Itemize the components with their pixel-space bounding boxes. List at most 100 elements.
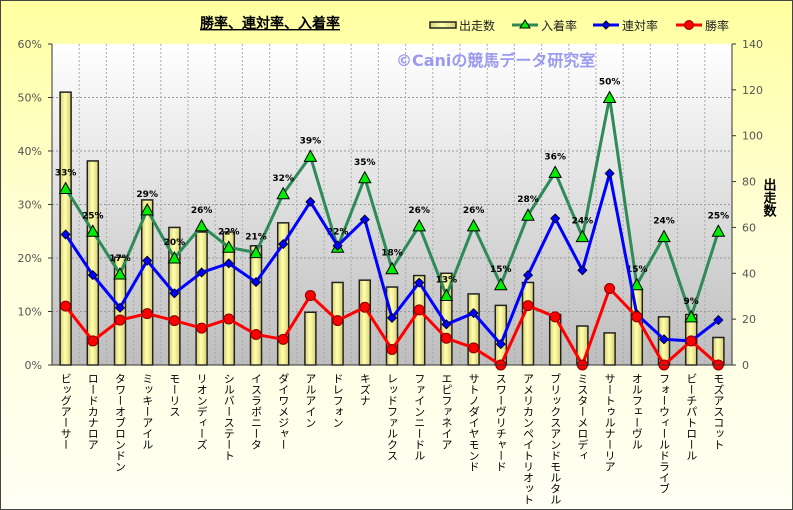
marker-入着率 [602, 90, 617, 103]
category-label: タワーオブロンドン [114, 373, 127, 472]
marker-入着率 [657, 229, 671, 243]
marker-連対率 [577, 265, 588, 276]
watermark: ©Caniの競馬データ研究室 [396, 51, 595, 70]
data-label-入着率: 35% [354, 158, 376, 168]
marker-連対率 [441, 319, 452, 330]
data-label-入着率: 50% [599, 78, 621, 88]
legend-swatch-出走数 [429, 21, 457, 29]
marker-勝率 [304, 289, 316, 301]
data-label-入着率: 17% [109, 254, 131, 264]
marker-勝率 [250, 329, 262, 341]
marker-勝率 [440, 332, 452, 344]
marker-入着率 [58, 181, 73, 194]
data-label-入着率: 24% [572, 217, 594, 227]
data-label-入着率: 29% [136, 190, 158, 200]
marker-入着率 [412, 218, 427, 232]
marker-入着率 [140, 202, 155, 216]
marker-勝率 [359, 301, 371, 313]
right-tick-label: 60 [742, 221, 756, 234]
marker-連対率 [550, 213, 561, 224]
left-tick-label: 0% [25, 359, 42, 372]
category-label: ファインニードル [413, 373, 426, 461]
marker-入着率 [194, 218, 209, 232]
marker-勝率 [522, 300, 534, 312]
category-label: ミスターメロディ [576, 373, 589, 461]
legend: 出走数 入着率 連対率 勝率 [429, 18, 729, 33]
category-label: アメリカンペイトリオット [522, 373, 535, 505]
category-label: エピファネイア [440, 373, 453, 450]
marker-入着率 [113, 267, 127, 280]
bar-出走数 [304, 311, 317, 366]
data-label-入着率: 13% [436, 275, 458, 285]
marker-連対率 [522, 270, 534, 281]
category-label: スワーヴリチャード [494, 373, 507, 472]
marker-勝率 [277, 333, 289, 345]
marker-勝率 [631, 311, 643, 323]
marker-勝率 [114, 314, 126, 326]
marker-入着率 [167, 250, 182, 264]
data-label-入着率: 36% [544, 152, 566, 162]
marker-連対率 [332, 240, 343, 251]
marker-連対率 [250, 277, 262, 288]
data-label-入着率: 26% [408, 206, 430, 216]
bar-出走数 [358, 279, 372, 366]
marker-勝率 [168, 315, 180, 327]
marker-入着率 [439, 288, 454, 301]
right-tick-label: 100 [742, 130, 763, 143]
marker-入着率 [521, 208, 535, 221]
marker-入着率 [249, 245, 263, 259]
bar-出走数 [140, 199, 154, 366]
marker-勝率 [468, 342, 480, 354]
data-label-入着率: 22% [218, 227, 240, 237]
right-tick-label: 140 [742, 38, 763, 51]
category-label: イスラボニータ [250, 373, 263, 450]
marker-連対率 [278, 239, 289, 250]
marker-勝率 [685, 335, 697, 347]
category-label: オルフェーヴル [630, 373, 643, 450]
marker-連対率 [658, 334, 670, 345]
data-label-入着率: 39% [300, 136, 322, 146]
marker-連対率 [169, 288, 180, 299]
category-label: レッドファルクス [386, 373, 399, 461]
marker-入着率 [548, 165, 563, 178]
left-tick-label: 20% [18, 252, 42, 265]
category-label: ビッグアーサー [59, 373, 72, 450]
marker-連対率 [196, 267, 207, 278]
bar-出走数 [521, 281, 535, 366]
bar-出走数 [59, 91, 72, 366]
marker-勝率 [604, 282, 616, 294]
bar-出走数 [603, 332, 616, 366]
marker-連対率 [114, 302, 126, 313]
data-label-入着率: 20% [164, 238, 186, 248]
chart-title: 勝率、連対率、入着率 [200, 15, 340, 32]
category-label: ビーチパトロール [685, 373, 698, 461]
category-label: ドレフォン [331, 373, 344, 428]
marker-連対率 [495, 339, 506, 350]
data-label-入着率: 26% [191, 206, 213, 216]
category-label: アルアイン [304, 373, 317, 428]
right-tick-label: 40 [742, 267, 756, 280]
marker-入着率 [711, 224, 726, 237]
left-tick-label: 40% [18, 145, 42, 158]
data-label-入着率: 26% [463, 206, 485, 216]
category-label: ブリックスアンドモルタル [549, 372, 562, 505]
marker-連対率 [386, 312, 398, 323]
data-label-入着率: 28% [517, 195, 539, 205]
marker-入着率 [466, 218, 481, 232]
marker-入着率 [493, 277, 508, 291]
data-label-入着率: 21% [245, 233, 267, 243]
marker-連対率 [87, 270, 98, 281]
category-label: ダイワメジャー [277, 373, 290, 450]
marker-勝率 [332, 315, 344, 327]
data-label-入着率: 15% [490, 265, 512, 275]
marker-連対率 [713, 314, 724, 326]
marker-勝率 [413, 304, 425, 316]
bar-出走数 [249, 245, 263, 366]
category-label: キズナ [358, 373, 371, 406]
left-tick-label: 30% [18, 199, 42, 212]
marker-連対率 [142, 255, 153, 266]
data-label-入着率: 9% [684, 297, 699, 307]
category-label: サートゥルナーリア [603, 373, 616, 472]
data-label-入着率: 18% [381, 249, 403, 259]
